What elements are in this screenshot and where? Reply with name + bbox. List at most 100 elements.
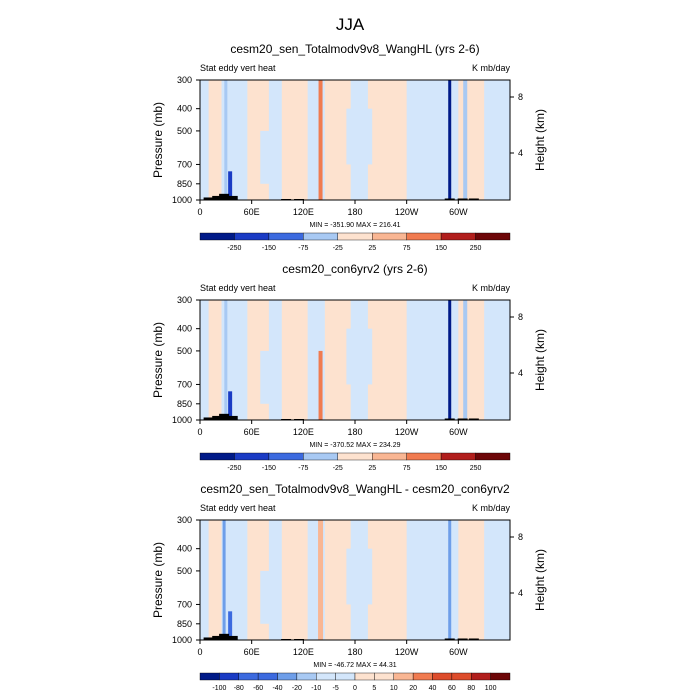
colorbar-label: -25: [333, 245, 343, 252]
colorbar-box: [219, 672, 239, 681]
y-tick-label: 700: [177, 379, 192, 389]
y-axis-right-title: Height (km): [533, 329, 547, 391]
field-feature: [228, 171, 233, 200]
panel-units-label: K mb/day: [472, 283, 511, 293]
field-feature: [448, 80, 452, 200]
panel-left-label: Stat eddy vert heat: [200, 63, 276, 73]
y-tick-label: 500: [177, 566, 192, 576]
colorbar-box: [337, 452, 373, 461]
colorbar-box: [238, 672, 259, 681]
colorbar-label: -250: [227, 245, 241, 252]
topography: [444, 198, 455, 200]
x-tick-label: 60W: [449, 647, 468, 657]
topography: [294, 418, 305, 420]
x-tick-label: 0: [197, 207, 202, 217]
colorbar-box: [440, 452, 476, 461]
panel-title: cesm20_sen_Totalmodv9v8_WangHL (yrs 2-6): [230, 42, 479, 56]
colorbar-box: [303, 232, 338, 241]
colorbar-label: 75: [403, 465, 411, 472]
field-band: [458, 520, 485, 640]
field-patch: [260, 350, 278, 404]
panel-3: cesm20_sen_Totalmodv9v8_WangHL - cesm20_…: [151, 482, 547, 692]
topography: [212, 635, 223, 640]
colorbar-label: 150: [435, 465, 447, 472]
colorbar-label: 10: [390, 685, 398, 692]
colorbar-box: [199, 672, 220, 681]
colorbar-label: -25: [333, 465, 343, 472]
y-axis-right-title: Height (km): [533, 549, 547, 611]
colorbar-label: 0: [353, 685, 357, 692]
right-tick-label: 4: [518, 368, 523, 378]
field-feature: [222, 520, 226, 640]
y-tick-label: 400: [177, 104, 192, 114]
colorbar-box: [372, 452, 407, 461]
field-feature: [228, 391, 233, 420]
topography: [219, 413, 230, 420]
x-tick-label: 60W: [449, 207, 468, 217]
colorbar-label: -100: [212, 685, 226, 692]
topography: [212, 195, 223, 200]
colorbar-box: [234, 232, 270, 241]
topography: [281, 198, 292, 200]
colorbar-label: -75: [298, 245, 308, 252]
field-band: [281, 80, 308, 200]
colorbar-label: -40: [272, 685, 282, 692]
field-feature: [228, 611, 233, 640]
field-feature: [318, 80, 323, 200]
y-tick-label: 300: [177, 75, 192, 85]
colorbar-label: -10: [311, 685, 321, 692]
x-tick-label: 120E: [293, 647, 314, 657]
panel-units-label: K mb/day: [472, 503, 511, 513]
y-tick-label: 300: [177, 515, 192, 525]
colorbar-box: [234, 452, 270, 461]
field-feature: [448, 300, 452, 420]
colorbar-label: -5: [333, 685, 339, 692]
right-tick-label: 4: [518, 148, 523, 158]
colorbar-label: 75: [403, 245, 411, 252]
colorbar-box: [257, 672, 278, 681]
colorbar-label: -60: [253, 685, 263, 692]
x-tick-label: 120W: [395, 647, 419, 657]
topography: [219, 193, 230, 200]
field-patch: [415, 95, 442, 158]
panel-1: cesm20_sen_Totalmodv9v8_WangHL (yrs 2-6)…: [151, 42, 547, 252]
topography: [203, 417, 214, 420]
y-tick-label: 500: [177, 126, 192, 136]
x-tick-label: 60E: [244, 647, 260, 657]
colorbar-box: [475, 232, 511, 241]
field-feature: [318, 520, 324, 640]
y-tick-label: 850: [177, 399, 192, 409]
colorbar-box: [406, 452, 442, 461]
topography: [281, 638, 292, 640]
colorbar-box: [199, 452, 235, 461]
y-tick-label: 1000: [172, 195, 192, 205]
colorbar-label: 250: [470, 465, 482, 472]
plot-area: [200, 300, 510, 420]
x-tick-label: 60E: [244, 207, 260, 217]
panel-title: cesm20_con6yrv2 (yrs 2-6): [282, 262, 427, 276]
colorbar-box: [337, 232, 373, 241]
colorbar-label: 150: [435, 245, 447, 252]
y-tick-label: 1000: [172, 635, 192, 645]
y-axis-title: Pressure (mb): [151, 542, 165, 618]
colorbar-box: [277, 672, 298, 681]
field-band: [367, 300, 407, 420]
y-axis-title: Pressure (mb): [151, 102, 165, 178]
panel-title: cesm20_sen_Totalmodv9v8_WangHL - cesm20_…: [200, 482, 510, 496]
colorbar-box: [393, 672, 414, 681]
colorbar-label: 40: [429, 685, 437, 692]
y-tick-label: 400: [177, 544, 192, 554]
right-tick-label: 4: [518, 588, 523, 598]
colorbar-box: [475, 452, 511, 461]
y-tick-label: 700: [177, 599, 192, 609]
colorbar-label: 100: [485, 685, 497, 692]
colorbar-box: [268, 232, 304, 241]
field-patch: [346, 328, 373, 385]
colorbar-label: -150: [262, 465, 276, 472]
colorbar-box: [335, 672, 356, 681]
min-max-label: MIN = -46.72 MAX = 44.31: [313, 662, 396, 669]
field-band: [281, 300, 308, 420]
y-axis-title: Pressure (mb): [151, 322, 165, 398]
topography: [203, 197, 214, 200]
